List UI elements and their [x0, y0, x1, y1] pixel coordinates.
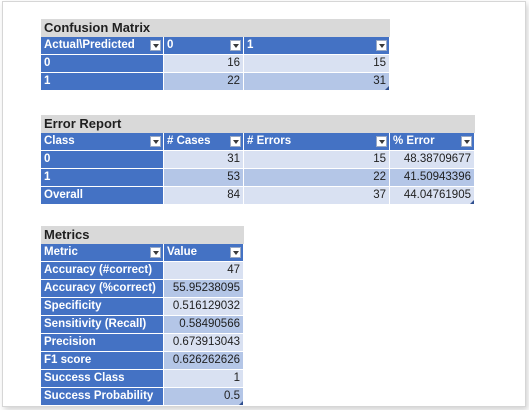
row-label[interactable]: 1: [41, 169, 164, 186]
metrics-title: Metrics: [41, 226, 244, 244]
table-cell[interactable]: 55.95238095: [164, 280, 244, 297]
row-label[interactable]: Accuracy (#correct): [41, 262, 164, 279]
table-row: Specificity 0.516129032: [41, 297, 244, 315]
table-row: Precision 0.673913043: [41, 333, 244, 351]
table-row: 1 22 31: [41, 72, 390, 90]
filter-dropdown-icon[interactable]: [150, 40, 161, 51]
filter-dropdown-icon[interactable]: [230, 247, 241, 258]
filter-dropdown-icon[interactable]: [230, 136, 241, 147]
table-cell[interactable]: 47: [164, 262, 244, 279]
row-label[interactable]: 1: [41, 73, 164, 90]
table-cell[interactable]: 0.516129032: [164, 298, 244, 315]
row-label[interactable]: F1 score: [41, 352, 164, 369]
confusion-matrix-title: Confusion Matrix: [41, 19, 390, 37]
table-row: 0 16 15: [41, 54, 390, 72]
column-header-error-percent[interactable]: % Error: [390, 133, 475, 150]
table-cell[interactable]: 16: [164, 55, 244, 72]
row-label[interactable]: 0: [41, 151, 164, 168]
table-cell[interactable]: 0.5: [164, 388, 244, 405]
row-label[interactable]: Overall: [41, 187, 164, 204]
table-cell[interactable]: 0.673913043: [164, 334, 244, 351]
error-report-header-row: Class # Cases # Errors % Error: [41, 133, 475, 150]
row-label[interactable]: 0: [41, 55, 164, 72]
row-label[interactable]: Success Probability: [41, 388, 164, 405]
table-cell[interactable]: 15: [244, 151, 390, 168]
table-cell[interactable]: 31: [164, 151, 244, 168]
table-row: 1 53 22 41.50943396: [41, 168, 475, 186]
table-row: Sensitivity (Recall) 0.58490566: [41, 315, 244, 333]
table-cell[interactable]: 0.626262626: [164, 352, 244, 369]
table-cell[interactable]: 15: [244, 55, 390, 72]
filter-dropdown-icon[interactable]: [230, 40, 241, 51]
filter-dropdown-icon[interactable]: [376, 136, 387, 147]
column-header-actual-predicted[interactable]: Actual\Predicted: [41, 37, 164, 54]
table-row: Accuracy (#correct) 47: [41, 261, 244, 279]
error-report-table: Error Report Class # Cases # Errors % Er…: [41, 115, 475, 204]
table-cell[interactable]: 22: [164, 73, 244, 90]
table-cell[interactable]: 37: [244, 187, 390, 204]
filter-dropdown-icon[interactable]: [150, 136, 161, 147]
table-cell[interactable]: 48.38709677: [390, 151, 475, 168]
row-label[interactable]: Precision: [41, 334, 164, 351]
row-label[interactable]: Accuracy (%correct): [41, 280, 164, 297]
column-header-value[interactable]: Value: [164, 244, 244, 261]
metrics-table: Metrics Metric Value Accuracy (#correct)…: [41, 226, 244, 405]
table-cell[interactable]: 53: [164, 169, 244, 186]
confusion-matrix-table: Confusion Matrix Actual\Predicted 0 1 0 …: [41, 19, 390, 90]
column-header-0[interactable]: 0: [164, 37, 244, 54]
table-cell[interactable]: 44.04761905: [390, 187, 475, 204]
table-row: Overall 84 37 44.04761905: [41, 186, 475, 204]
row-label[interactable]: Success Class: [41, 370, 164, 387]
column-header-cases[interactable]: # Cases: [164, 133, 244, 150]
filter-dropdown-icon[interactable]: [461, 136, 472, 147]
table-row: Success Class 1: [41, 369, 244, 387]
table-cell[interactable]: 31: [244, 73, 390, 90]
column-header-metric[interactable]: Metric: [41, 244, 164, 261]
error-report-title: Error Report: [41, 115, 475, 133]
table-row: Accuracy (%correct) 55.95238095: [41, 279, 244, 297]
row-label[interactable]: Specificity: [41, 298, 164, 315]
table-cell[interactable]: 0.58490566: [164, 316, 244, 333]
table-row: F1 score 0.626262626: [41, 351, 244, 369]
table-cell[interactable]: 1: [164, 370, 244, 387]
metrics-header-row: Metric Value: [41, 244, 244, 261]
filter-dropdown-icon[interactable]: [150, 247, 161, 258]
column-header-errors[interactable]: # Errors: [244, 133, 390, 150]
row-label[interactable]: Sensitivity (Recall): [41, 316, 164, 333]
filter-dropdown-icon[interactable]: [376, 40, 387, 51]
table-cell[interactable]: 22: [244, 169, 390, 186]
confusion-matrix-header-row: Actual\Predicted 0 1: [41, 37, 390, 54]
table-row: Success Probability 0.5: [41, 387, 244, 405]
table-cell[interactable]: 84: [164, 187, 244, 204]
column-header-class[interactable]: Class: [41, 133, 164, 150]
table-cell[interactable]: 41.50943396: [390, 169, 475, 186]
column-header-1[interactable]: 1: [244, 37, 390, 54]
table-row: 0 31 15 48.38709677: [41, 150, 475, 168]
